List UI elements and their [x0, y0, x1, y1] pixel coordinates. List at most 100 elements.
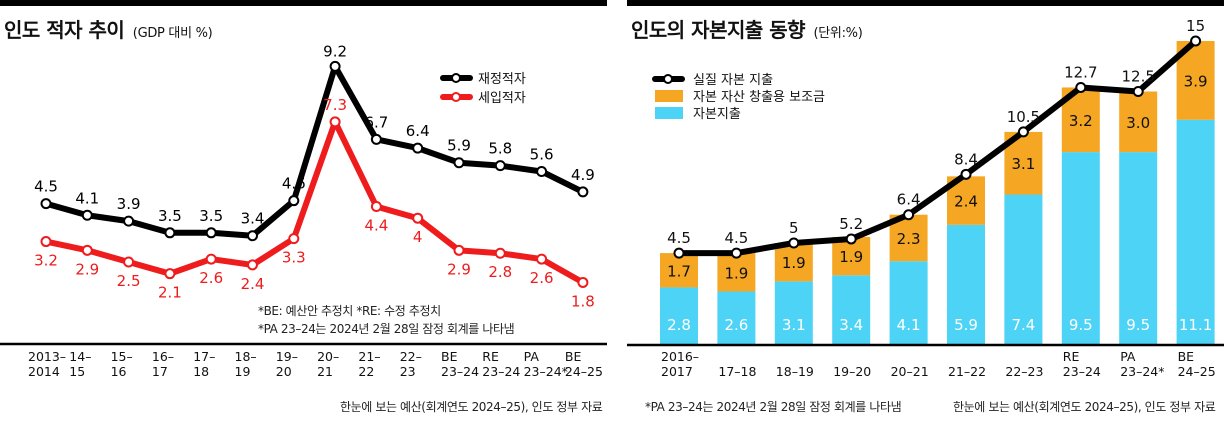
data-label: 3.3 [282, 249, 306, 267]
x-tick-label: 2016– [661, 349, 699, 364]
bar-capex [947, 224, 985, 344]
data-point [536, 253, 548, 265]
data-label: 3.4 [241, 210, 265, 228]
chart-title: 인도의 자본지출 동향 (단위:%) [631, 14, 863, 43]
bar-label-subsidy: 3.0 [1126, 114, 1150, 132]
data-point [40, 236, 52, 248]
data-label: 3.2 [34, 252, 58, 270]
data-label: 4.5 [724, 229, 748, 247]
x-tick-label: 15– [111, 349, 133, 364]
data-label: 1.8 [571, 292, 595, 310]
x-tick-label: BE [565, 349, 582, 364]
data-label: 2.8 [488, 263, 512, 281]
data-label: 6.4 [897, 191, 921, 209]
data-point [329, 116, 341, 128]
data-label: 12.7 [1064, 63, 1097, 81]
x-tick-label: 19 [235, 364, 251, 379]
deficit-chart-panel: 인도 적자 추이 (GDP 대비 %) 2013– 2014 14– 15 15– 16 1… [0, 0, 607, 428]
data-label: 5.9 [447, 137, 471, 155]
legend-label: 세입적자 [478, 91, 526, 106]
data-point [577, 276, 589, 288]
data-label: 2.6 [530, 269, 554, 287]
x-tick-label: RE [482, 349, 499, 364]
x-tick-label: 23–24* [1120, 364, 1164, 379]
capex-bar-chart: 2.8 1.7 2.6 1.9 3.1 1.9 3.4 1.9 4.1 2.3 5.9 2.4 7.4 3… [627, 17, 1224, 379]
data-label: 5.2 [839, 215, 863, 233]
data-point [370, 133, 382, 145]
legend-marker [663, 74, 673, 84]
data-label: 2.9 [447, 260, 471, 278]
legend-label: 실질 자본 지출 [693, 73, 773, 88]
bar-capex [660, 287, 698, 344]
bar-capex [1004, 194, 1043, 344]
x-tick-label: 17–18 [718, 364, 756, 379]
data-point [1075, 81, 1087, 93]
x-tick-label: 21–22 [948, 364, 986, 379]
bar-subsidy [660, 253, 698, 288]
x-tick-label: 22 [358, 364, 374, 379]
data-point [205, 227, 217, 239]
x-tick-label: 22– [400, 349, 422, 364]
bar-capex [717, 291, 756, 344]
data-label: 9.2 [323, 42, 347, 60]
x-tick-label: 24–25 [565, 364, 603, 379]
x-tick-label: 22–23 [1005, 364, 1043, 379]
x-tick-label: 18 [193, 364, 209, 379]
data-point [903, 209, 915, 221]
bar-label-capex: 9.5 [1069, 316, 1093, 334]
bar-label-capex: 5.9 [954, 316, 978, 334]
top-rule [627, 0, 1224, 6]
x-tick-label: 23–24 [1063, 364, 1101, 379]
data-point [536, 165, 548, 177]
series-line-fiscal-deficit [45, 63, 585, 239]
bar-label-capex: 2.6 [724, 316, 748, 334]
data-point [164, 227, 176, 239]
bar-label-capex: 2.8 [667, 316, 691, 334]
legend-marker [451, 92, 461, 102]
data-point [329, 60, 341, 72]
x-tick-label: 19– [276, 349, 298, 364]
bar-label-capex: 3.4 [839, 316, 863, 334]
legend-marker [451, 73, 461, 83]
bar-capex [774, 281, 813, 344]
data-point [494, 247, 506, 259]
data-point [370, 201, 382, 213]
data-label: 4.9 [571, 166, 595, 184]
x-tick-label: 23–24* [524, 364, 568, 379]
x-tick-label: BE [441, 349, 458, 364]
data-label: 5.6 [530, 145, 554, 163]
x-tick-label: 14– [69, 349, 91, 364]
data-label: 15 [1186, 17, 1205, 35]
data-point [960, 168, 972, 180]
data-point [205, 253, 217, 265]
data-label: 2.4 [241, 275, 265, 293]
x-tick-label: 19–20 [833, 364, 871, 379]
capex-chart-panel: 인도의 자본지출 동향 (단위:%) 2.8 1.7 2.6 1.9 3.1 1.9 3.4… [627, 0, 1224, 428]
data-point [40, 198, 52, 210]
legend-label: 자본 자산 창출용 보조금 [693, 90, 825, 105]
x-tick-label: 18–19 [776, 364, 814, 379]
x-tick-label: 23–24 [441, 364, 479, 379]
data-point [288, 195, 300, 207]
data-label: 12.5 [1121, 68, 1154, 86]
series-line-real-capex [679, 38, 1198, 257]
x-tick-label: 18– [235, 349, 257, 364]
data-label: 2.9 [75, 260, 99, 278]
data-point [1017, 126, 1029, 138]
data-point [247, 230, 258, 242]
x-tick-label: 17 [152, 364, 168, 379]
bar-subsidy [774, 243, 813, 282]
bar-label-capex: 9.5 [1126, 316, 1150, 334]
x-tick-label: 23 [400, 364, 416, 379]
data-point [673, 247, 685, 259]
x-tick-label: PA [1120, 349, 1136, 364]
data-label: 2.6 [199, 269, 223, 287]
bar-label-subsidy: 1.9 [839, 248, 863, 266]
data-point [123, 215, 135, 227]
data-label: 4.5 [667, 229, 691, 247]
data-point [577, 186, 589, 198]
bar-capex [889, 261, 928, 344]
data-point [81, 209, 93, 221]
x-tick-label: 23–24 [482, 364, 520, 379]
x-tick-label: 15 [69, 364, 85, 379]
